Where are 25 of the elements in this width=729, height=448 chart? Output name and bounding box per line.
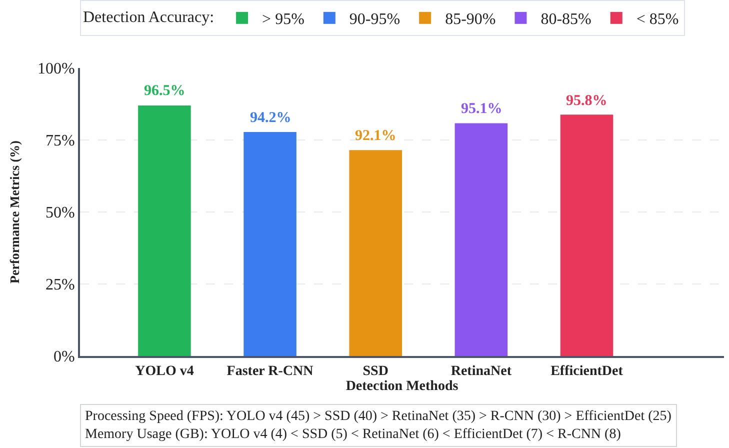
annotation: 94.2%: [250, 110, 292, 126]
annotation: 95.1%: [461, 101, 502, 117]
y-tick-label: 100%: [37, 60, 75, 78]
y-axis-title: Performance Metrics (%): [6, 140, 22, 284]
x-tick-label: SSD: [362, 364, 388, 379]
x-tick-label: YOLO v4: [135, 364, 194, 379]
x-axis-title: Detection Methods: [346, 378, 459, 394]
legend-label: 90-95%: [349, 11, 400, 28]
annotation: 96.5%: [144, 83, 186, 99]
x-tick-label: RetinaNet: [450, 364, 512, 379]
y-tick-label: 0%: [53, 348, 75, 366]
x-tick-label: EfficientDet: [550, 364, 624, 379]
annotation: 92.1%: [355, 128, 396, 144]
text: Processing Speed (FPS): YOLO v4 (45) > SSD (40) > RetinaNet (35) > R-CNN (30) > EfficientDet (25): [85, 409, 672, 424]
legend-label: > 95%: [262, 11, 304, 28]
y-tick-label: 75%: [45, 132, 75, 150]
legend-label: 85-90%: [445, 11, 496, 28]
legend-label: 80-85%: [540, 11, 592, 28]
legend-label: < 85%: [636, 11, 679, 28]
text: Memory Usage (GB): YOLO v4 (4) < SSD (5) < RetinaNet (6) < EfficientDet (7) < R-CNN (8): [85, 427, 622, 442]
annotation: 95.8%: [566, 93, 608, 109]
y-tick-label: 25%: [45, 276, 75, 294]
x-tick-label: Faster R-CNN: [226, 364, 314, 379]
legend-title: Detection Accuracy:: [83, 8, 214, 26]
y-tick-label: 50%: [45, 204, 75, 222]
